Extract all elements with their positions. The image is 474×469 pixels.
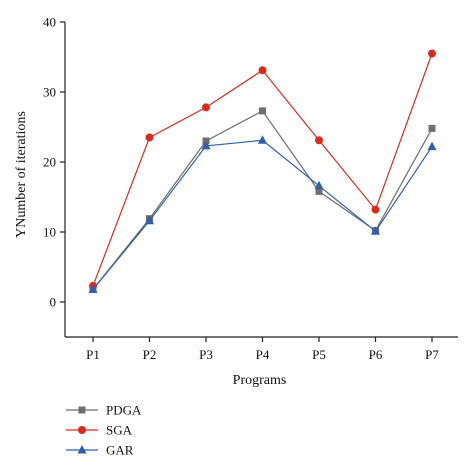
y-tick-label: 10 bbox=[43, 225, 56, 240]
y-tick-label: 40 bbox=[43, 15, 56, 30]
data-point-sga bbox=[145, 133, 154, 142]
data-point-gar bbox=[201, 140, 211, 150]
legend-item-pdga: PDGA bbox=[66, 403, 142, 418]
y-tick-label: 0 bbox=[50, 295, 57, 310]
y-tick-label: 20 bbox=[43, 155, 56, 170]
data-point-sga bbox=[428, 49, 436, 58]
x-tick-label: P6 bbox=[369, 347, 383, 362]
data-point-gar bbox=[145, 215, 154, 225]
legend-item-gar: GAR bbox=[66, 443, 134, 458]
x-axis-title: Programs bbox=[233, 373, 287, 388]
legend-item-sga: SGA bbox=[66, 423, 133, 438]
data-point-gar bbox=[371, 226, 380, 235]
y-ticks: 0 10 20 30 40 bbox=[43, 15, 65, 310]
x-tick-label: P2 bbox=[143, 347, 157, 362]
data-point-pdga bbox=[259, 107, 266, 115]
legend-label: GAR bbox=[106, 443, 134, 458]
series-layer bbox=[88, 49, 437, 293]
y-tick-label: 30 bbox=[43, 85, 56, 100]
x-ticks: P1 P2 P3 P4 P5 P6 P7 bbox=[86, 337, 439, 362]
data-point-gar bbox=[88, 284, 98, 293]
data-point-sga bbox=[315, 136, 323, 145]
data-point-sga bbox=[202, 103, 210, 112]
legend: PDGA SGA GAR bbox=[66, 403, 142, 458]
data-point-gar bbox=[427, 141, 437, 151]
x-tick-label: P5 bbox=[312, 347, 326, 362]
legend-marker-circle bbox=[78, 426, 86, 434]
data-point-gar bbox=[258, 135, 267, 144]
series-line-gar bbox=[92, 139, 433, 290]
legend-label: SGA bbox=[106, 423, 133, 438]
axes bbox=[64, 22, 458, 338]
legend-marker-triangle bbox=[77, 445, 87, 454]
series-pdga bbox=[89, 107, 436, 293]
data-point-pdga bbox=[315, 187, 323, 195]
legend-label: PDGA bbox=[106, 403, 142, 418]
x-tick-label: P4 bbox=[256, 347, 270, 362]
legend-marker-square bbox=[78, 406, 86, 414]
series-gar bbox=[88, 135, 437, 293]
data-point-pdga bbox=[428, 124, 436, 132]
data-point-gar bbox=[314, 180, 324, 190]
x-tick-label: P3 bbox=[199, 347, 213, 362]
x-tick-label: P7 bbox=[425, 347, 439, 362]
y-axis-title: YNumber of iterations bbox=[14, 111, 29, 238]
x-tick-label: P1 bbox=[86, 347, 100, 362]
data-point-sga bbox=[371, 205, 380, 214]
data-point-sga bbox=[258, 66, 267, 75]
series-sga bbox=[89, 49, 436, 290]
series-line-sga bbox=[92, 53, 433, 287]
